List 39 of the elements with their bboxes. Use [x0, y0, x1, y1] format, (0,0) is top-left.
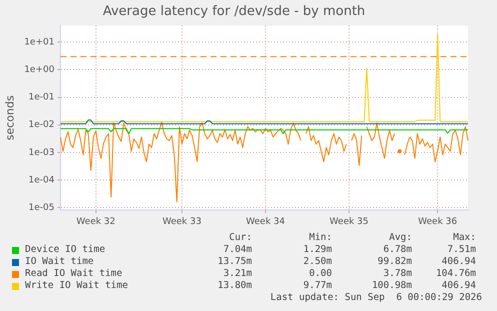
text: Min:	[308, 232, 332, 244]
legend-label: IO Wait time	[25, 256, 94, 268]
y-axis-title: seconds	[3, 95, 16, 140]
x-tick-label: Week 35	[330, 216, 369, 227]
x-tick-label: Week 36	[418, 216, 458, 227]
text: Cur:	[228, 232, 252, 244]
text: 7.04m	[222, 244, 252, 256]
legend-label: Device IO time	[25, 244, 106, 256]
text: 104.76m	[434, 268, 476, 280]
text: Max:	[452, 232, 476, 244]
y-tick-label: 1e-01	[28, 92, 54, 103]
y-tick-label: 1e+01	[24, 38, 54, 48]
y-tick-label: 1e-03	[28, 148, 54, 158]
y-tick-label: 1e+00	[24, 65, 55, 76]
text: 2.50m	[302, 256, 332, 268]
text: 0.00	[308, 268, 332, 280]
y-tick-label: 1e-02	[28, 120, 54, 130]
x-tick-label: Week 32	[76, 216, 116, 227]
text: 3.21m	[222, 268, 252, 280]
text: Avg:	[388, 232, 412, 244]
legend-label: Write IO Wait time	[25, 280, 128, 292]
chart-title: Average latency for /dev/sde - by month	[102, 4, 366, 20]
text: 1.29m	[302, 244, 332, 256]
text: 100.98m	[370, 280, 412, 292]
x-tick-label: Week 34	[246, 216, 286, 227]
text: 7.51m	[446, 244, 476, 256]
text: 13.80m	[216, 280, 252, 292]
text: 406.94	[440, 280, 476, 292]
legend-label: Read IO Wait time	[25, 268, 122, 280]
text: 3.78m	[382, 268, 412, 280]
text: 99.82m	[376, 256, 412, 268]
text: 6.78m	[382, 244, 412, 256]
y-tick-label: 1e-05	[28, 202, 54, 213]
x-tick-label: Week 33	[162, 216, 202, 227]
text: 13.75m	[216, 256, 252, 268]
text: Last update: Sun Sep 6 00:00:29 2026	[269, 292, 482, 304]
y-tick-label: 1e-04	[28, 175, 55, 186]
text: 9.77m	[302, 280, 332, 292]
text: 406.94	[440, 256, 476, 268]
